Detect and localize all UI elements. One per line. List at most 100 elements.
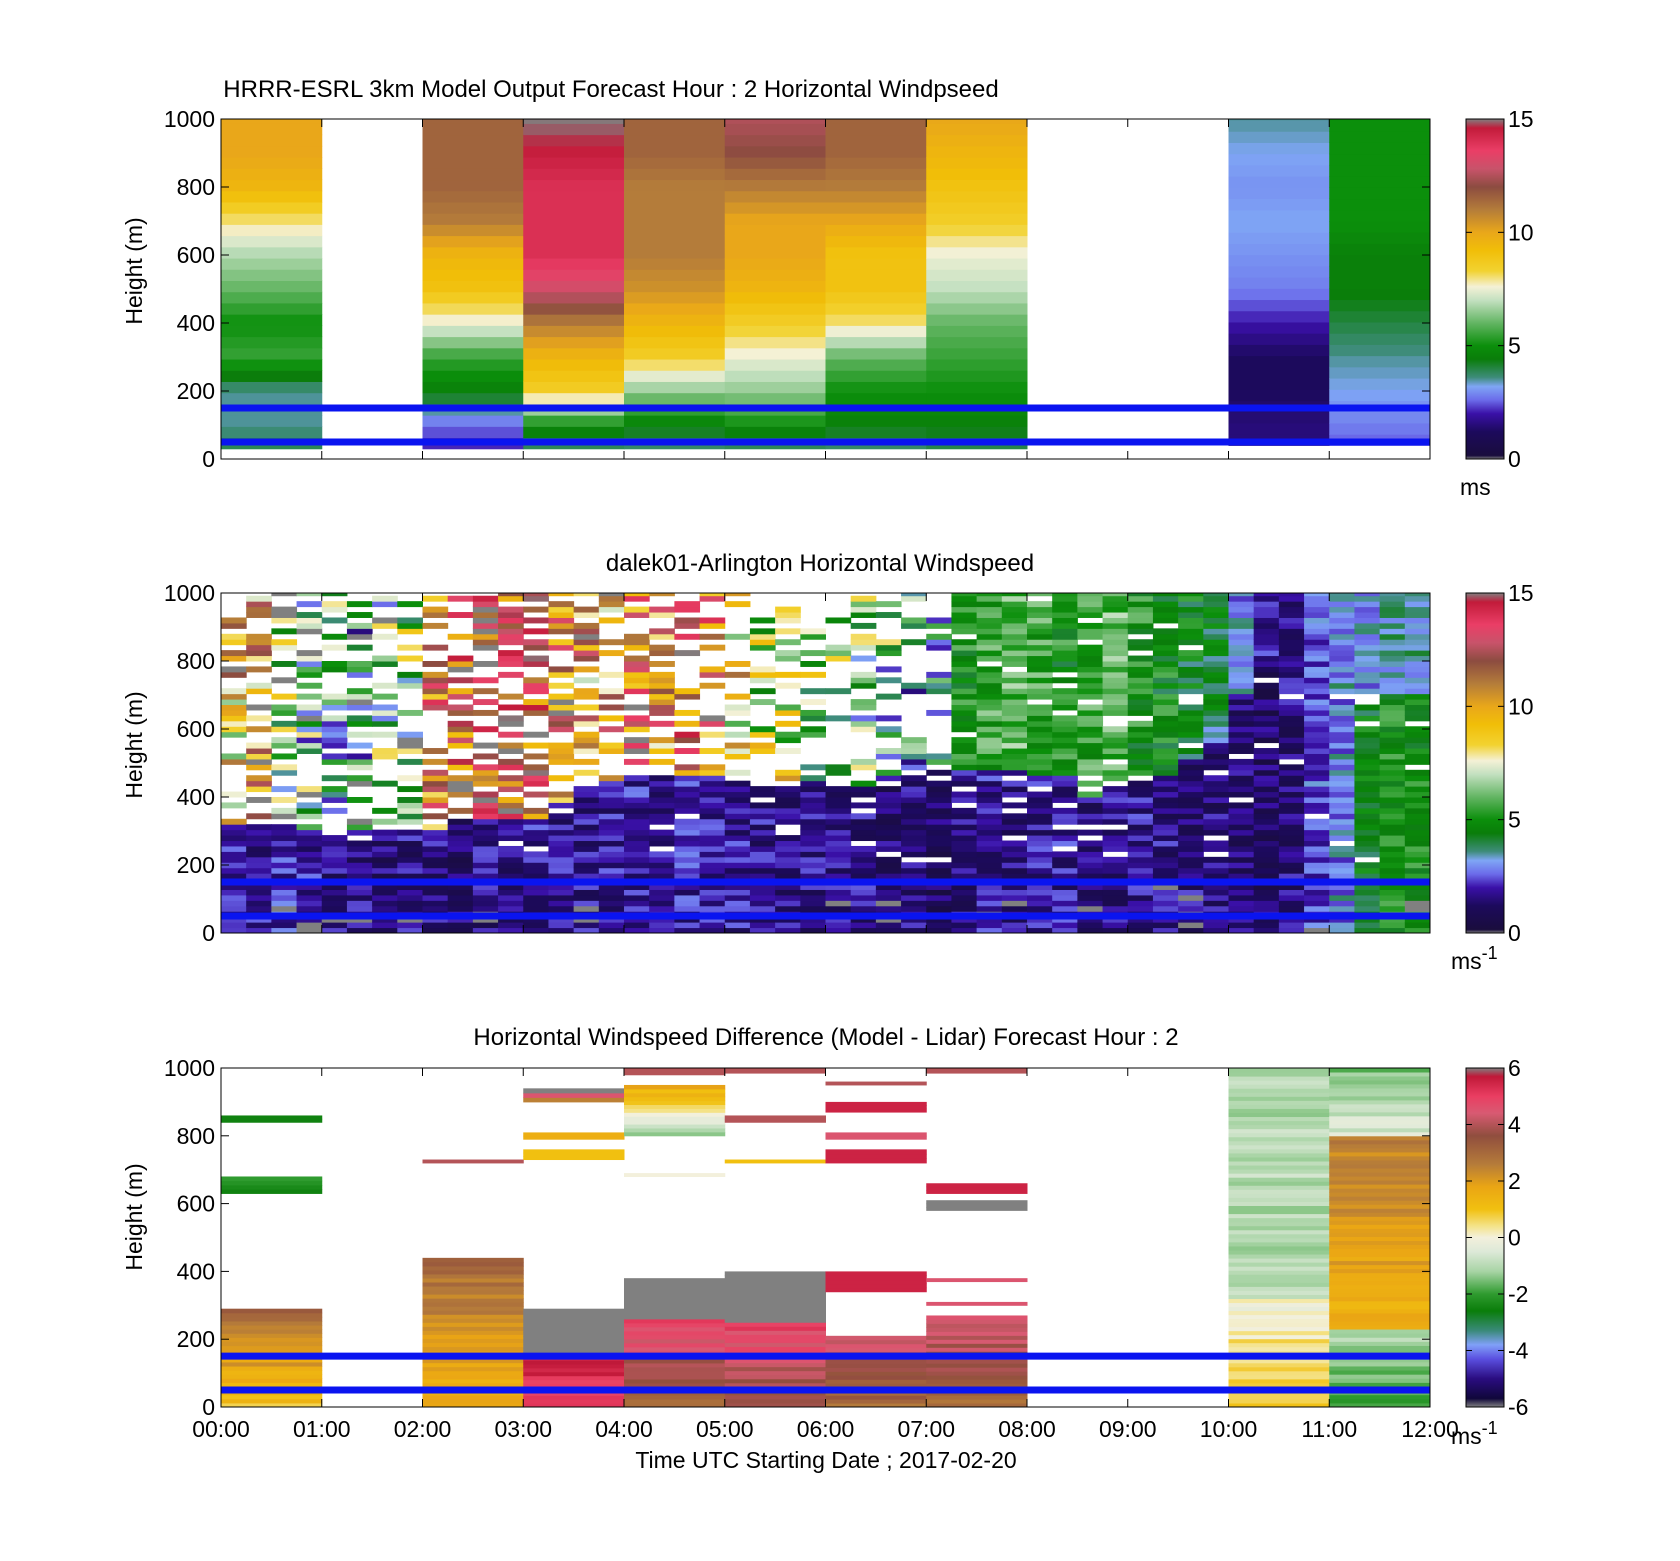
heatmap-cell (271, 720, 298, 727)
heatmap-cell (1102, 650, 1129, 657)
heatmap-cell (523, 415, 625, 427)
x-tick-label: 05:00 (696, 1416, 754, 1442)
heatmap-cell (875, 818, 902, 825)
heatmap-cell (246, 873, 272, 880)
heatmap-cell (1178, 666, 1204, 673)
heatmap-cell (1203, 737, 1229, 744)
heatmap-cell (875, 639, 902, 646)
heatmap-cell (850, 829, 877, 836)
heatmap-cell (422, 677, 449, 684)
heatmap-cell (1278, 807, 1305, 814)
heatmap-cell (624, 1326, 726, 1332)
heatmap-cell (1127, 753, 1154, 760)
heatmap-cell (1203, 775, 1229, 782)
heatmap-cell (1152, 677, 1179, 684)
heatmap-cell (724, 314, 826, 326)
heatmap-cell (825, 867, 852, 874)
heatmap-cell (221, 704, 247, 711)
heatmap-cell (1203, 671, 1229, 678)
heatmap-cell (1027, 753, 1053, 760)
heatmap-cell (1203, 845, 1229, 852)
heatmap-cell (624, 845, 650, 852)
heatmap-cell (1404, 829, 1431, 836)
heatmap-cell (1152, 655, 1179, 662)
heatmap-cell (1329, 764, 1355, 771)
heatmap-cell (1178, 612, 1204, 618)
heatmap-cell (624, 742, 650, 749)
heatmap-cell (1253, 807, 1280, 814)
heatmap-cell (447, 873, 474, 880)
heatmap-cell (321, 753, 348, 760)
heatmap-cell (624, 661, 650, 667)
heatmap-cell (1404, 650, 1431, 657)
heatmap-cell (1102, 742, 1129, 749)
heatmap-cell (498, 900, 524, 907)
heatmap-cell (624, 1402, 726, 1408)
heatmap-cell (1379, 650, 1406, 657)
heatmap-cell (1228, 1072, 1330, 1077)
heatmap-cell (825, 235, 927, 248)
heatmap-cell (1027, 851, 1053, 858)
heatmap-cell (422, 1294, 524, 1299)
heatmap-cell (951, 835, 978, 842)
heatmap-cell (624, 1120, 726, 1125)
heatmap-cell (724, 426, 826, 439)
heatmap-cell (1203, 867, 1229, 874)
heatmap-cell (749, 813, 776, 820)
heatmap-cell (926, 1403, 1028, 1408)
heatmap-cell (472, 905, 499, 912)
heatmap-cell (674, 807, 701, 814)
heatmap-cell (825, 835, 852, 842)
heatmap-cell (724, 851, 751, 858)
heatmap-cell (1203, 628, 1229, 635)
heatmap-cell (624, 201, 726, 214)
heatmap-cell (1102, 709, 1129, 716)
heatmap-cell (1001, 758, 1028, 765)
heatmap-cell (422, 1314, 524, 1319)
heatmap-cell (901, 791, 927, 798)
heatmap-cell (674, 851, 701, 858)
heatmap-cell (1404, 807, 1431, 814)
heatmap-cell (1027, 797, 1053, 803)
heatmap-cell (372, 720, 398, 727)
heatmap-cell (221, 1378, 323, 1383)
heatmap-cell (221, 190, 323, 203)
colorbar-tick-label: 15 (1508, 106, 1534, 132)
heatmap-cell (724, 145, 826, 158)
heatmap-cell (422, 1346, 524, 1352)
heatmap-cell (1329, 221, 1431, 233)
heatmap-cell (321, 856, 348, 863)
heatmap-cell (674, 617, 701, 624)
heatmap-cell (1404, 622, 1431, 629)
heatmap-cell (1404, 835, 1431, 842)
heatmap-cell (1228, 671, 1255, 678)
heatmap-cell (271, 726, 298, 733)
heatmap-cell (1329, 1280, 1431, 1286)
heatmap-cell (1354, 671, 1381, 678)
heatmap-cell (1178, 824, 1204, 831)
heatmap-cell (221, 622, 247, 629)
difference-block (221, 1176, 323, 1194)
heatmap-cell (1178, 726, 1204, 733)
heatmap-cell (1127, 769, 1154, 776)
heatmap-cell (825, 916, 852, 923)
heatmap-cell (1278, 889, 1305, 896)
heatmap-cell (422, 704, 449, 711)
heatmap-cell (649, 677, 675, 684)
heatmap-cell (498, 693, 524, 700)
heatmap-cell (1203, 720, 1229, 727)
heatmap-cell (1052, 873, 1078, 880)
heatmap-cell (825, 145, 927, 158)
heatmap-cell (1404, 786, 1431, 793)
heatmap-cell (1379, 593, 1406, 597)
heatmap-cell (699, 797, 726, 803)
heatmap-cell (573, 593, 600, 597)
heatmap-cell (1027, 813, 1053, 820)
heatmap-cell (523, 134, 625, 147)
heatmap-cell (800, 916, 826, 923)
heatmap-cell (1027, 593, 1053, 597)
heatmap-cell (1329, 1087, 1431, 1093)
x-tick-label: 12:00 (1401, 1416, 1459, 1442)
heatmap-cell (1127, 927, 1154, 934)
